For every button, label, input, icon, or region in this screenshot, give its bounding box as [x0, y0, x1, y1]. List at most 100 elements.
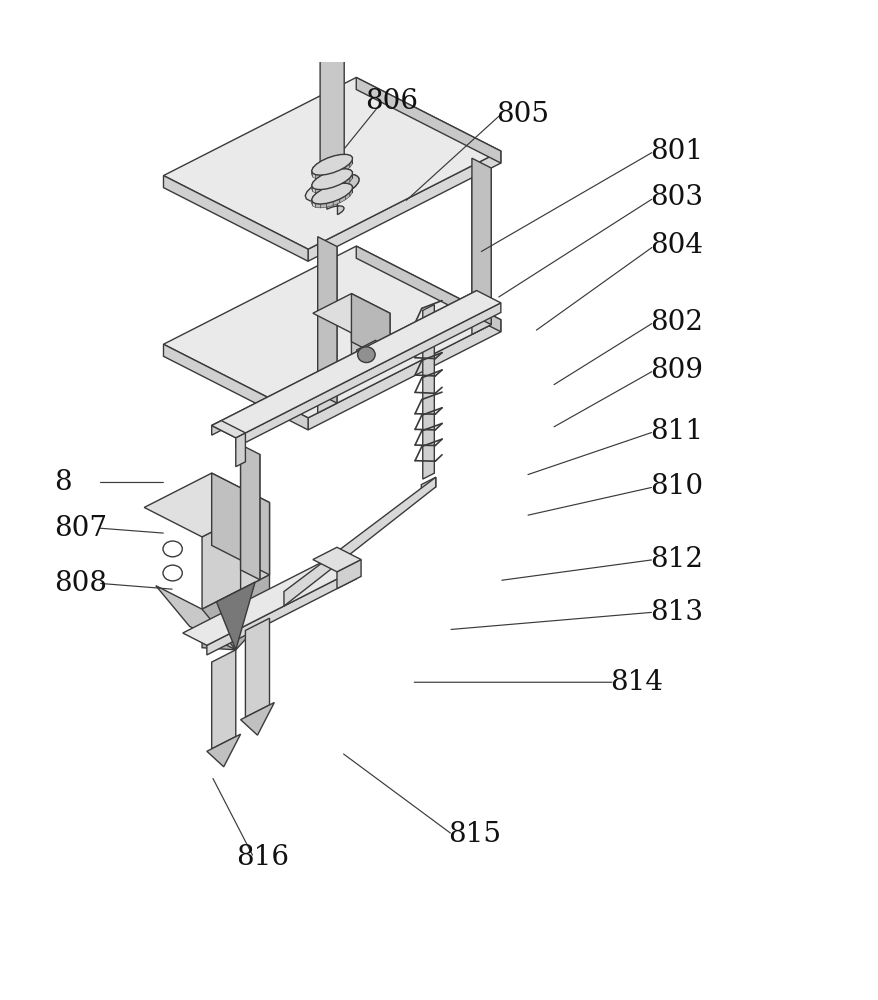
- Polygon shape: [340, 181, 345, 188]
- Polygon shape: [212, 291, 500, 438]
- Polygon shape: [312, 182, 313, 189]
- Text: 808: 808: [54, 570, 107, 597]
- Polygon shape: [313, 179, 316, 186]
- Text: 805: 805: [496, 101, 549, 128]
- Polygon shape: [336, 19, 347, 28]
- Polygon shape: [305, 174, 358, 202]
- Polygon shape: [163, 344, 307, 430]
- Polygon shape: [299, 35, 306, 48]
- Polygon shape: [317, 247, 336, 413]
- Polygon shape: [336, 560, 361, 589]
- Text: 814: 814: [609, 669, 663, 696]
- Polygon shape: [327, 156, 335, 162]
- Polygon shape: [334, 45, 344, 57]
- Polygon shape: [335, 154, 341, 160]
- Polygon shape: [326, 173, 333, 178]
- Polygon shape: [471, 158, 491, 325]
- Polygon shape: [321, 158, 327, 165]
- Polygon shape: [356, 77, 500, 163]
- Polygon shape: [350, 184, 352, 190]
- Text: 807: 807: [54, 515, 107, 542]
- Text: 804: 804: [649, 232, 702, 259]
- Polygon shape: [245, 618, 270, 717]
- Polygon shape: [297, 41, 299, 54]
- Polygon shape: [362, 28, 366, 41]
- Text: 812: 812: [649, 546, 702, 573]
- Polygon shape: [422, 305, 434, 479]
- Polygon shape: [312, 200, 313, 206]
- Text: 802: 802: [649, 309, 702, 336]
- Text: 813: 813: [649, 599, 702, 626]
- Polygon shape: [163, 176, 307, 261]
- Polygon shape: [312, 171, 313, 177]
- Polygon shape: [307, 320, 500, 430]
- Polygon shape: [346, 183, 350, 188]
- Ellipse shape: [162, 565, 182, 581]
- Text: 815: 815: [448, 821, 500, 848]
- Text: 801: 801: [649, 138, 702, 165]
- Polygon shape: [316, 161, 321, 168]
- Polygon shape: [206, 569, 356, 655]
- Polygon shape: [313, 202, 315, 207]
- Polygon shape: [312, 197, 313, 203]
- Polygon shape: [356, 18, 363, 27]
- Polygon shape: [316, 175, 321, 183]
- Polygon shape: [332, 557, 356, 579]
- Polygon shape: [212, 421, 245, 438]
- Polygon shape: [340, 167, 345, 174]
- Polygon shape: [312, 185, 313, 191]
- Polygon shape: [235, 303, 500, 447]
- Polygon shape: [347, 18, 356, 26]
- Text: 810: 810: [649, 473, 702, 500]
- Polygon shape: [335, 169, 341, 174]
- Polygon shape: [349, 175, 352, 182]
- Polygon shape: [297, 46, 299, 58]
- Polygon shape: [325, 21, 336, 32]
- Polygon shape: [312, 154, 352, 175]
- Polygon shape: [206, 734, 241, 767]
- Polygon shape: [333, 185, 340, 191]
- Polygon shape: [355, 34, 362, 47]
- Polygon shape: [235, 433, 245, 467]
- Polygon shape: [327, 185, 335, 191]
- Polygon shape: [155, 586, 235, 650]
- Polygon shape: [312, 53, 322, 61]
- Polygon shape: [350, 170, 352, 176]
- Polygon shape: [241, 702, 274, 735]
- Polygon shape: [327, 170, 335, 176]
- Polygon shape: [202, 575, 270, 650]
- Polygon shape: [349, 160, 352, 167]
- Text: 8: 8: [54, 469, 71, 496]
- Polygon shape: [297, 18, 366, 54]
- Polygon shape: [284, 477, 435, 606]
- Polygon shape: [346, 154, 350, 159]
- Polygon shape: [341, 154, 346, 158]
- Polygon shape: [313, 193, 316, 200]
- Polygon shape: [321, 172, 327, 179]
- Polygon shape: [326, 187, 333, 193]
- Polygon shape: [163, 246, 500, 418]
- Text: 803: 803: [649, 184, 702, 211]
- Polygon shape: [320, 174, 326, 179]
- Text: 806: 806: [364, 88, 418, 115]
- Polygon shape: [299, 50, 304, 60]
- Polygon shape: [313, 25, 325, 37]
- Polygon shape: [163, 77, 500, 249]
- Ellipse shape: [162, 541, 182, 557]
- Polygon shape: [349, 189, 352, 196]
- Text: 811: 811: [649, 418, 702, 445]
- Polygon shape: [313, 294, 390, 333]
- Polygon shape: [341, 183, 346, 187]
- Polygon shape: [345, 192, 349, 200]
- Polygon shape: [321, 187, 327, 194]
- Polygon shape: [313, 188, 315, 193]
- Polygon shape: [306, 30, 313, 42]
- Polygon shape: [212, 650, 235, 749]
- Polygon shape: [144, 473, 270, 537]
- Text: 816: 816: [236, 844, 289, 871]
- Polygon shape: [320, 203, 326, 208]
- Polygon shape: [304, 53, 312, 61]
- Polygon shape: [345, 178, 349, 185]
- Polygon shape: [315, 175, 320, 179]
- Polygon shape: [312, 183, 352, 204]
